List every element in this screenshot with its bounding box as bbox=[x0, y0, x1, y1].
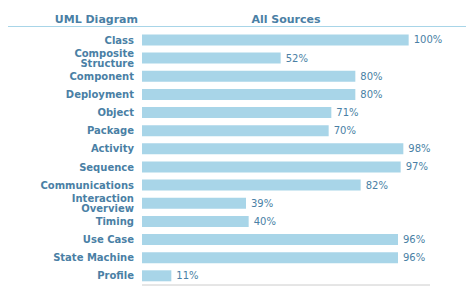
svg-text:Communications: Communications bbox=[40, 180, 134, 191]
svg-text:39%: 39% bbox=[251, 198, 273, 209]
svg-text:Class: Class bbox=[105, 35, 134, 46]
svg-text:Component: Component bbox=[70, 71, 135, 82]
svg-text:Deployment: Deployment bbox=[66, 89, 134, 100]
svg-text:Package: Package bbox=[87, 125, 134, 136]
svg-text:11%: 11% bbox=[176, 270, 198, 281]
svg-text:96%: 96% bbox=[403, 252, 425, 263]
svg-text:Timing: Timing bbox=[96, 216, 134, 227]
svg-text:80%: 80% bbox=[360, 89, 382, 100]
svg-text:70%: 70% bbox=[334, 125, 356, 136]
svg-text:80%: 80% bbox=[360, 71, 382, 82]
svg-text:98%: 98% bbox=[408, 143, 430, 154]
svg-text:Sequence: Sequence bbox=[79, 162, 134, 173]
svg-text:Object: Object bbox=[97, 107, 134, 118]
svg-text:82%: 82% bbox=[366, 180, 388, 191]
svg-text:96%: 96% bbox=[403, 234, 425, 245]
html-text:UML Diagram: UML Diagram bbox=[54, 13, 138, 26]
svg-text:InteractionOverview: InteractionOverview bbox=[72, 193, 134, 214]
svg-text:Activity: Activity bbox=[91, 143, 135, 154]
svg-text:Use Case: Use Case bbox=[83, 234, 134, 245]
html-text:All Sources: All Sources bbox=[251, 13, 321, 26]
svg-text:52%: 52% bbox=[286, 53, 308, 64]
svg-text:97%: 97% bbox=[406, 161, 428, 172]
svg-text:State Machine: State Machine bbox=[53, 252, 134, 263]
svg-text:Profile: Profile bbox=[97, 270, 134, 281]
svg-text:CompositeStructure: CompositeStructure bbox=[74, 48, 134, 69]
svg-text:40%: 40% bbox=[254, 216, 276, 227]
svg-text:71%: 71% bbox=[336, 107, 358, 118]
svg-text:100%: 100% bbox=[414, 34, 443, 45]
